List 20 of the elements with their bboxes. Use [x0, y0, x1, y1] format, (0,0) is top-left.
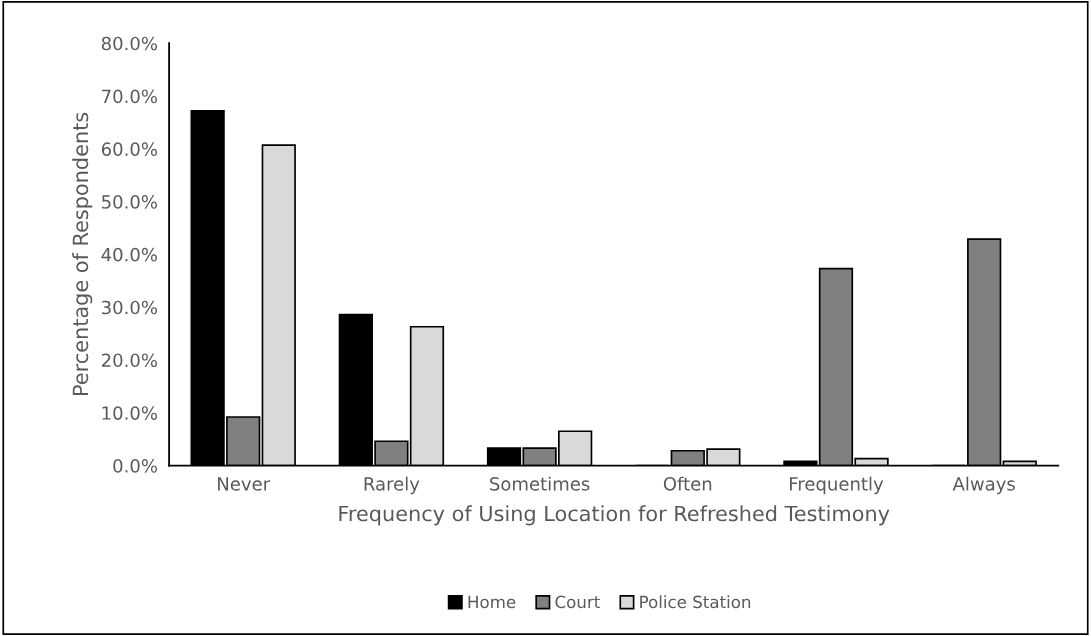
x-axis-title: Frequency of Using Location for Refreshed Testimony: [339, 505, 890, 526]
y-tick-label: 40.0%: [101, 247, 157, 262]
y-tick-label: 60.0%: [101, 142, 157, 156]
y-tick-label: 80.0%: [101, 36, 157, 51]
y-tick-label: 30.0%: [102, 300, 157, 315]
x-tick-label: Frequently: [790, 476, 884, 495]
legend-label: Court: [555, 595, 600, 609]
x-tick-label: Never: [218, 477, 271, 491]
x-tick-label: Rarely: [364, 476, 420, 495]
y-tick-label: 50.0%: [102, 195, 157, 209]
y-tick-label: 20.0%: [101, 353, 157, 368]
x-tick-label: Often: [663, 476, 712, 491]
y-axis-title: Percentage of Respondents: [72, 112, 93, 395]
y-tick-label: 10.0%: [102, 406, 157, 420]
x-tick-label: Always: [952, 476, 1015, 495]
y-tick-label: 70.0%: [102, 89, 157, 104]
legend-label: Police Station: [640, 595, 751, 609]
x-tick-label: Sometimes: [490, 476, 590, 491]
y-tick-label: 0.0%: [113, 459, 157, 473]
legend-label: Home: [468, 595, 516, 609]
